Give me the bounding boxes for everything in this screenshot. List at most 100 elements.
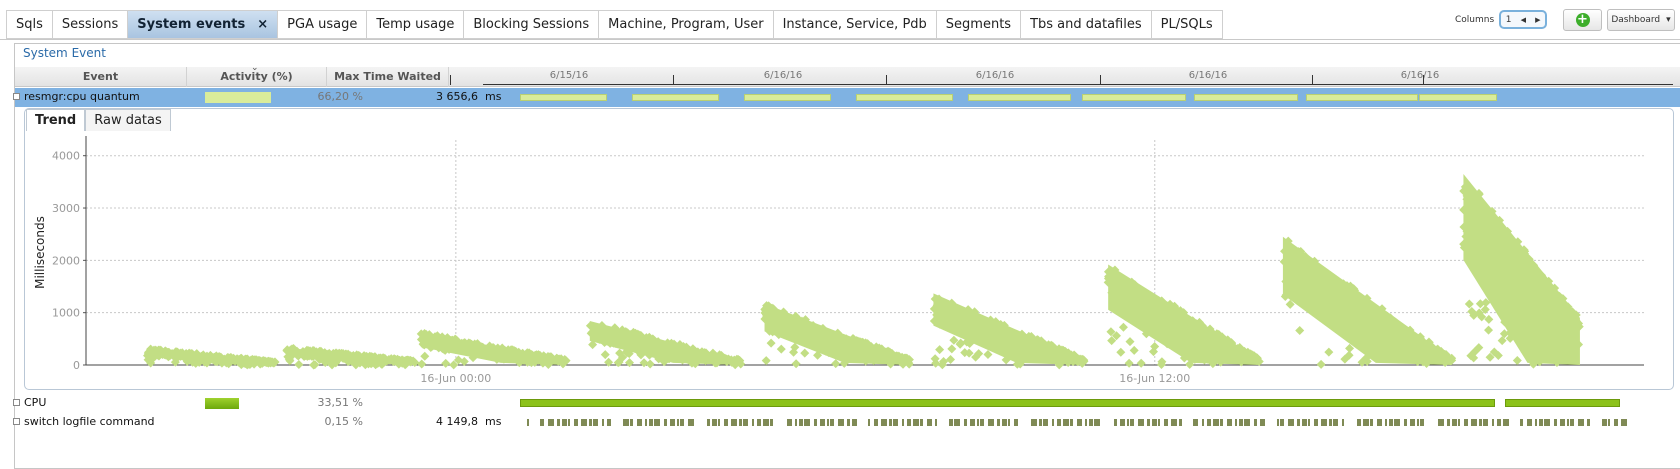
data-point [1317,360,1326,369]
tab-segments[interactable]: Segments [936,10,1020,39]
data-point [441,359,450,368]
timeline-segment [827,419,829,426]
timeline-segment [654,419,660,426]
tab-blocking-sessions[interactable]: Blocking Sessions [463,10,598,39]
next-arrow-icon[interactable]: ▶ [1535,16,1540,24]
scatter-cluster [1280,237,1456,369]
activity-percent: 66,20 % [265,90,363,103]
timeline-segment [820,419,825,426]
timeline-segment [1321,419,1327,426]
expand-toggle-icon[interactable] [13,399,20,406]
timeline-segment [1567,419,1569,426]
timeline-segment [920,419,923,426]
timeline-segment [677,419,679,426]
timeline-segment [799,419,803,426]
timeline-segment [607,419,611,426]
data-point [1116,348,1125,357]
table-row[interactable]: CPU 33,51 % [15,394,1680,413]
event-name: switch logfile command [24,415,155,428]
header-activity[interactable]: Activity (%) ⌄ [187,67,327,87]
detail-tab-raw-datas[interactable]: Raw datas [85,109,171,131]
tab-system-events[interactable]: System events × [127,10,277,39]
timeline-segment [868,419,870,426]
timeline-segment [763,419,769,426]
tab-machine-program-user[interactable]: Machine, Program, User [598,10,772,39]
tab-tbs-and-datafiles[interactable]: Tbs and datafiles [1020,10,1151,39]
data-point [947,344,956,353]
timeline-segment [1357,419,1361,426]
expand-toggle-icon[interactable] [13,93,20,100]
y-tick-label: 4000 [52,150,80,163]
header-max-time[interactable]: Max Time Waited [327,67,449,87]
timeline-segment [1314,419,1318,426]
y-tick-label: 3000 [52,202,80,215]
tab-sessions[interactable]: Sessions [52,10,127,39]
timeline-segment [1193,419,1198,426]
tab-instance-service-pdb[interactable]: Instance, Service, Pdb [773,10,936,39]
tab-list: Sqls Sessions System events × PGA usage Temp … [6,10,1223,39]
timeline-segment [712,419,717,426]
tab-sqls[interactable]: Sqls [6,10,52,39]
tab-temp-usage[interactable]: Temp usage [366,10,463,39]
timeline-segment [1535,419,1537,426]
sort-indicator-icon: ⌄ [251,58,259,78]
data-point [1465,300,1474,309]
timeline-segment [1302,419,1307,426]
timeline-segment [670,419,675,426]
time-unit: ms [485,90,501,103]
timeline-label: 6/16/16 [976,70,1015,81]
table-row[interactable]: resmgr:cpu quantum 66,20 % 3 656,6 ms [15,88,1680,107]
add-button[interactable]: + [1563,9,1602,31]
data-point [1513,356,1522,365]
timeline-segment [1070,419,1073,426]
detail-tab-trend[interactable]: Trend [26,109,85,131]
timeline-segment [649,419,653,426]
timeline-segment [1333,419,1338,426]
expand-toggle-icon[interactable] [13,418,20,425]
close-icon[interactable]: × [257,17,268,32]
timeline-segment [1152,419,1157,426]
timeline-segment [838,419,844,426]
detail-tabs: Trend Raw datas [26,109,171,131]
timeline-segment [1370,419,1373,426]
data-point [1119,323,1128,332]
timeline-segment [743,419,748,426]
timeline-segment [1031,419,1037,426]
cluster-body [421,333,567,365]
timeline-segment [739,419,742,426]
tab-label: Instance, Service, Pdb [783,17,927,32]
data-point [1137,359,1146,368]
header-event[interactable]: Event [15,67,187,87]
data-point [1130,346,1139,355]
timeline-segment [1089,419,1093,426]
data-point [417,360,426,369]
data-point [640,358,649,367]
timeline-segment [1164,419,1168,426]
tab-pl-sqls[interactable]: PL/SQLs [1151,10,1223,39]
cluster-body [1463,174,1579,365]
timeline-segment [718,419,720,426]
previous-arrow-icon[interactable]: ◀ [1521,16,1526,24]
timeline-segment [1138,419,1144,426]
timeline-segment [1410,419,1415,426]
columns-stepper[interactable]: 1 ◀ ▶ [1499,10,1547,29]
data-point [1484,326,1493,335]
timeline-label: 6/16/16 [764,70,803,81]
timeline-segment [1158,419,1160,426]
event-name: CPU [24,396,46,409]
timeline-segment [664,419,667,426]
dashboard-dropdown[interactable]: Dashboard ▾ [1607,9,1675,31]
timeline-segment [1014,419,1018,426]
timeline-segment [1280,419,1284,426]
timeline-segment [874,419,878,426]
data-point [800,349,809,358]
table-row[interactable]: switch logfile command 0,15 % 4 149,8 ms [15,413,1680,432]
timeline-segment [1420,419,1424,426]
cluster-body [1283,237,1452,365]
timeline-segment [1179,419,1182,426]
cluster-body [590,321,741,365]
timeline-segment [1207,419,1211,426]
timeline-label: 6/15/16 [550,70,589,81]
tab-pga-usage[interactable]: PGA usage [277,10,366,39]
scatter-cluster [760,301,914,369]
